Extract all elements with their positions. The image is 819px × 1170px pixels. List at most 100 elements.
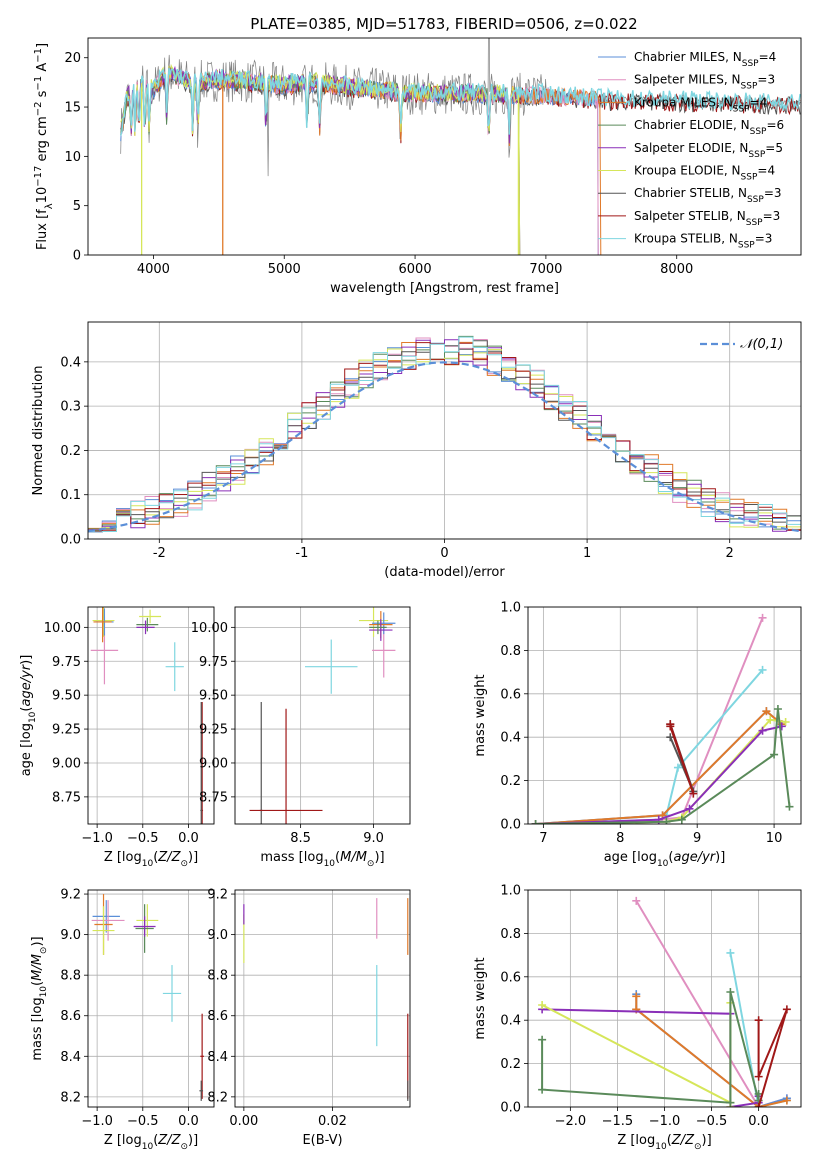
legend-label: 𝒩(0,1): [740, 337, 783, 352]
panel-age-vs-Z: −1.0 −0.5 0.0 8.75 9.00 9.25 9.50 9.75 10.00 Z [l…: [19, 606, 215, 869]
weight-line-salpeter-stelib: [757, 1009, 788, 1107]
legend-sub: SSP: [741, 173, 758, 183]
x-axis-label-part: Z [log: [617, 1133, 655, 1148]
legend-label: Chabrier ELODIE, NSSP=6: [634, 118, 784, 137]
y-axis-label-part: age/yr: [19, 663, 34, 706]
y-tick-label: 8.8: [207, 969, 228, 984]
x-tick-label: −0.5: [127, 1114, 159, 1129]
y-tick-label: 0.8: [500, 644, 521, 659]
x-tick-label: 9.0: [363, 831, 384, 846]
y-tick-label: 0.0: [60, 533, 81, 548]
y-tick-label: 0.6: [500, 970, 521, 985]
axes-frame: [87, 889, 215, 1108]
plot-area: [120, 38, 801, 255]
legend-sep: , N: [730, 186, 747, 200]
y-tick-label: 1.0: [500, 884, 521, 899]
legend-nssp: =6: [766, 118, 784, 132]
y-tick-label: 0.2: [60, 444, 81, 459]
x-axis-label-part: ⊙: [694, 1142, 702, 1152]
y-axis-label: Flux [fλ10−17 erg cm−2 s−1 A−1]: [33, 43, 55, 250]
legend-nssp: =3: [757, 73, 775, 87]
x-axis-label-part: mass [log: [260, 850, 323, 865]
legend-sub: SSP: [750, 127, 767, 137]
x-axis-label-part: )]: [715, 850, 725, 865]
legend-sub: SSP: [746, 218, 763, 228]
x-tick-label: 6000: [399, 262, 432, 277]
y-tick-label: 9.0: [60, 928, 81, 943]
y-axis-label-part: mass [log: [30, 997, 45, 1060]
x-axis-label-part: age [log: [604, 850, 657, 865]
weight-marker: [754, 1072, 763, 1081]
x-tick-label: −0.5: [696, 1114, 728, 1129]
legend-sep: , N: [729, 209, 746, 223]
y-tick-label: 0.8: [500, 927, 521, 942]
weight-marker: [632, 896, 641, 905]
x-axis-label-part: ⊙: [367, 859, 375, 869]
y-tick-label: 0.6: [500, 687, 521, 702]
legend-sep: , N: [725, 50, 742, 64]
x-tick-label: 8000: [660, 262, 693, 277]
weight-marker: [773, 704, 782, 713]
x-tick-label: −0.5: [127, 831, 159, 846]
x-tick-label: 10: [766, 831, 783, 846]
legend-label: Chabrier MILES, NSSP=4: [634, 50, 776, 69]
weight-line-chabrier-elodie: [535, 708, 791, 824]
legend-name: Kroupa MILES: [634, 95, 716, 109]
weight-marker: [632, 992, 641, 1001]
y-tick-label: 8.8: [60, 969, 81, 984]
weight-line-kroupa-miles: [635, 996, 788, 1107]
weight-marker: [770, 750, 779, 759]
plot-area: [528, 890, 801, 1107]
weight-marker: [726, 987, 735, 996]
x-tick-label: 5000: [268, 262, 301, 277]
legend-sep: , N: [724, 73, 741, 87]
x-axis-label: E(B-V): [302, 1133, 342, 1148]
legend-sub: SSP: [748, 150, 765, 160]
x-axis-label: (data-model)/error: [384, 565, 505, 580]
plot-area: [88, 607, 214, 824]
x-axis-label-part: ⊙: [180, 1142, 188, 1152]
x-tick-label: 9: [693, 831, 701, 846]
x-tick-label: 0.02: [318, 1114, 347, 1129]
weight-marker: [758, 613, 767, 622]
x-axis-label-part: Z [log: [104, 1133, 142, 1148]
weight-marker: [754, 1089, 763, 1098]
y-axis-label-part: (: [19, 707, 34, 712]
y-tick-label: 10.00: [191, 621, 228, 636]
y-tick-label: 20: [64, 51, 81, 66]
y-tick-label: 0.4: [500, 731, 521, 746]
legend-sep: , N: [721, 232, 738, 246]
weight-marker: [666, 733, 675, 742]
x-tick-label: −1.0: [649, 1114, 681, 1129]
x-tick-label: −2.0: [555, 1114, 587, 1129]
weight-marker: [758, 726, 767, 735]
normal-curve-line: [88, 361, 801, 533]
weight-marker: [673, 763, 682, 772]
legend-label: Kroupa STELIB, NSSP=3: [634, 232, 772, 251]
panel-age-vs-mass: 8.5 9.0 8.75 9.00 9.25 9.50 9.75 10.00 mass [log…: [191, 606, 411, 869]
legend-sub: SSP: [733, 104, 750, 114]
figure-title: PLATE=0385, MJD=51783, FIBERID=0506, z=0…: [250, 15, 637, 33]
legend-sep: , N: [724, 164, 741, 178]
legend-sub: SSP: [747, 195, 764, 205]
axes-frame: [234, 889, 411, 1108]
plot-area: [88, 322, 801, 539]
x-axis-label-part: )]: [188, 1133, 198, 1148]
weight-marker: [689, 789, 698, 798]
y-tick-label: 8.2: [60, 1090, 81, 1105]
y-tick-label: 9.50: [199, 689, 228, 704]
x-tick-label: 7000: [529, 262, 562, 277]
legend-name: Salpeter ELODIE: [634, 141, 732, 155]
legend-nssp: =5: [765, 141, 783, 155]
legend-label: Salpeter STELIB, NSSP=3: [634, 209, 780, 228]
y-tick-label: 9.75: [199, 655, 228, 670]
x-axis-label-part: ⊙: [180, 859, 188, 869]
panel-mass-vs-EBV: 0.00 0.02 8.2 8.4 8.6 8.8 9.0 9.2 E(B-V): [207, 888, 411, 1148]
x-tick-label: 4000: [137, 262, 170, 277]
histogram-step-kroupa-stelib: [88, 336, 801, 533]
x-axis-label-part: Z/Z: [157, 1133, 181, 1148]
weight-marker: [538, 1001, 547, 1010]
